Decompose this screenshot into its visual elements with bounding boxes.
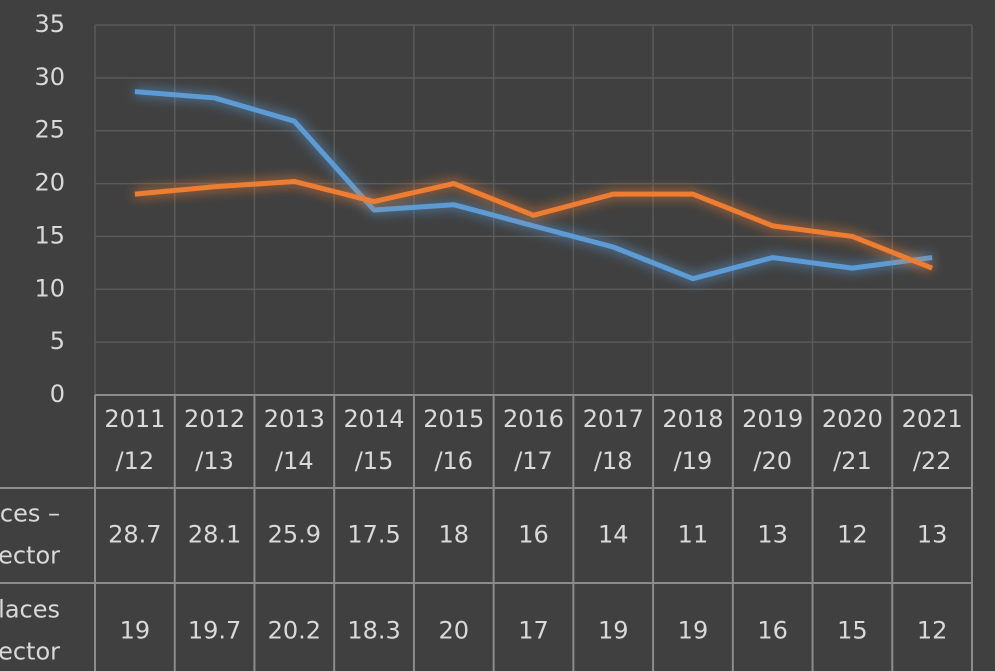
table-value: 18 (438, 521, 469, 549)
category-label: 2011 (104, 405, 165, 433)
table-value: 17.5 (347, 521, 400, 549)
category-label: 2017 (583, 405, 644, 433)
table-value: 12 (917, 617, 948, 645)
category-label: /22 (913, 447, 952, 475)
category-label: 2013 (264, 405, 325, 433)
y-tick-label: 20 (34, 169, 65, 197)
category-label: /18 (594, 447, 633, 475)
category-label: /13 (195, 447, 234, 475)
category-label: 2014 (344, 405, 405, 433)
category-label: 2020 (822, 405, 883, 433)
table-value: 28.7 (108, 521, 161, 549)
series-name: laces (0, 596, 60, 624)
table-value: 20 (438, 617, 469, 645)
category-label: /19 (674, 447, 713, 475)
table-value: 28.1 (188, 521, 241, 549)
category-label: /17 (514, 447, 553, 475)
category-label: 2021 (902, 405, 963, 433)
table-value: 13 (917, 521, 948, 549)
series-line (134, 89, 933, 282)
y-tick-label: 25 (34, 116, 65, 144)
table-value: 14 (598, 521, 629, 549)
category-label: /20 (753, 447, 792, 475)
category-label: 2018 (662, 405, 723, 433)
category-label: /14 (275, 447, 314, 475)
category-label: 2012 (184, 405, 245, 433)
y-tick-label: 5 (50, 327, 65, 355)
table-value: 12 (837, 521, 868, 549)
table-value: 19.7 (188, 617, 241, 645)
category-label: /15 (355, 447, 394, 475)
y-tick-label: 15 (34, 221, 65, 249)
category-label: /16 (434, 447, 473, 475)
y-tick-label: 0 (50, 380, 65, 408)
table-value: 13 (757, 521, 788, 549)
table-value: 16 (757, 617, 788, 645)
series-name: Sector (0, 638, 60, 666)
y-tick-label: 35 (34, 10, 65, 38)
series-name: laces – (0, 500, 60, 528)
series-line (134, 178, 934, 271)
table-value: 25.9 (268, 521, 321, 549)
y-tick-label: 10 (34, 274, 65, 302)
table-value: 11 (678, 521, 709, 549)
category-label: 2019 (742, 405, 803, 433)
table-value: 15 (837, 617, 868, 645)
series-name: ector (0, 542, 60, 570)
category-label: 2015 (423, 405, 484, 433)
category-label: /12 (116, 447, 155, 475)
table-value: 19 (678, 617, 709, 645)
category-label: /21 (833, 447, 872, 475)
table-value: 17 (518, 617, 549, 645)
y-tick-label: 30 (34, 63, 65, 91)
table-value: 18.3 (347, 617, 400, 645)
table-value: 16 (518, 521, 549, 549)
category-label: 2016 (503, 405, 564, 433)
table-value: 20.2 (268, 617, 321, 645)
table-value: 19 (598, 617, 629, 645)
table-value: 19 (120, 617, 151, 645)
